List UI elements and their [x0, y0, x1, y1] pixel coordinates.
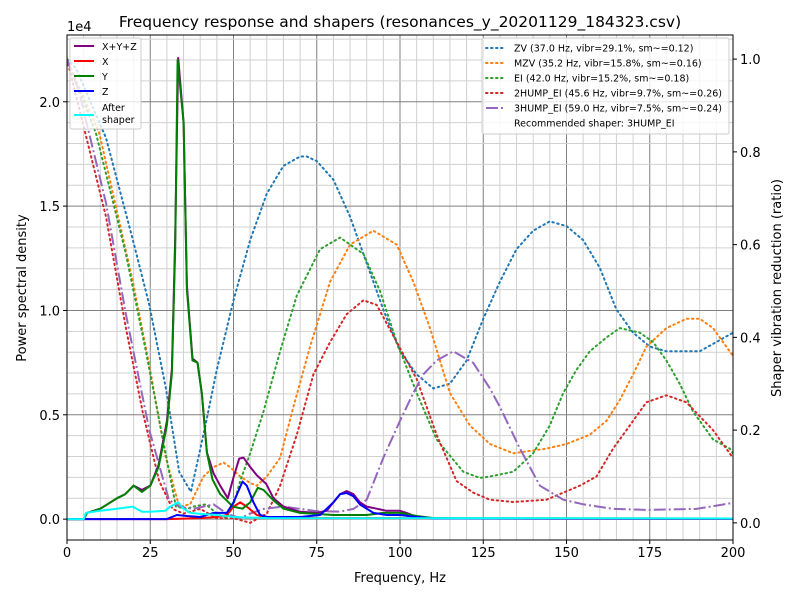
recommended-shaper-label: Recommended shaper: 3HUMP_EI [514, 119, 675, 130]
legend-shaper-label: 2HUMP_EI (45.6 Hz, vibr=9.7%, sm~=0.26) [514, 89, 722, 100]
legend-psd-label: After shaper [102, 103, 135, 126]
shaper-line-ei [67, 58, 733, 520]
y-multiplier-label: 1e4 [67, 20, 92, 35]
y-right-tick-label: 0.4 [740, 331, 761, 346]
psd-line-after [67, 501, 733, 521]
x-tick-label: 200 [721, 546, 746, 561]
y-right-tick-label: 0.0 [740, 517, 761, 532]
chart-title: Frequency response and shapers (resonanc… [119, 13, 681, 32]
x-tick-label: 0 [63, 546, 71, 561]
psd-line-z [67, 480, 733, 521]
y-axis-label: Power spectral density [15, 214, 30, 362]
y-tick-label: 1.5 [39, 200, 60, 215]
legend-shaper-label: MZV (35.2 Hz, vibr=15.8%, sm~=0.16) [514, 59, 702, 70]
x-tick-label: 75 [308, 546, 325, 561]
legend-psd-label: X+Y+Z [102, 42, 137, 53]
ticks: 0 25 50 75 100 125 150 175 200 0.0 0.5 1.0 1.5 2.0 0.0… [39, 53, 760, 561]
plot-area [67, 57, 733, 524]
x-tick-label: 100 [388, 546, 413, 561]
psd-line-y [67, 59, 733, 521]
legend-shaper-label: 3HUMP_EI (59.0 Hz, vibr=7.5%, sm~=0.24) [514, 104, 722, 115]
y-axis-right-label: Shaper vibration reduction (ratio) [770, 179, 785, 397]
legend-shaper-label: ZV (37.0 Hz, vibr=29.1%, sm~=0.12) [514, 44, 693, 55]
legend-psd: X+Y+Z XYZ After shaper [69, 37, 142, 130]
legend-psd-label: X [102, 57, 109, 68]
x-tick-label: 25 [142, 546, 159, 561]
legend-psd-label: Y [101, 72, 108, 83]
y-right-tick-label: 0.8 [740, 146, 761, 161]
x-axis-label: Frequency, Hz [354, 571, 446, 586]
shaper-line-3hump-ei [67, 58, 733, 520]
legend-shaper-label: EI (42.0 Hz, vibr=15.2%, sm~=0.18) [514, 74, 689, 85]
legend-shaper-box [481, 37, 730, 135]
shaper-line-2hump-ei [67, 58, 733, 524]
x-tick-label: 150 [554, 546, 579, 561]
x-tick-label: 125 [471, 546, 496, 561]
y-tick-label: 0.0 [39, 513, 60, 528]
shaper-line-zv [67, 58, 733, 495]
y-right-tick-label: 0.2 [740, 424, 761, 439]
shaper-line-mzv [67, 58, 733, 508]
legend-psd-label: Z [102, 87, 109, 98]
y-tick-label: 1.0 [39, 304, 60, 319]
x-tick-label: 175 [637, 546, 662, 561]
y-tick-label: 0.5 [39, 409, 60, 424]
legend-shaper: ZV (37.0 Hz, vibr=29.1%, sm~=0.12) MZV (3… [481, 37, 730, 135]
y-right-tick-label: 1.0 [740, 53, 761, 68]
y-tick-label: 2.0 [39, 96, 60, 111]
x-tick-label: 50 [225, 546, 242, 561]
y-right-tick-label: 0.6 [740, 239, 761, 254]
